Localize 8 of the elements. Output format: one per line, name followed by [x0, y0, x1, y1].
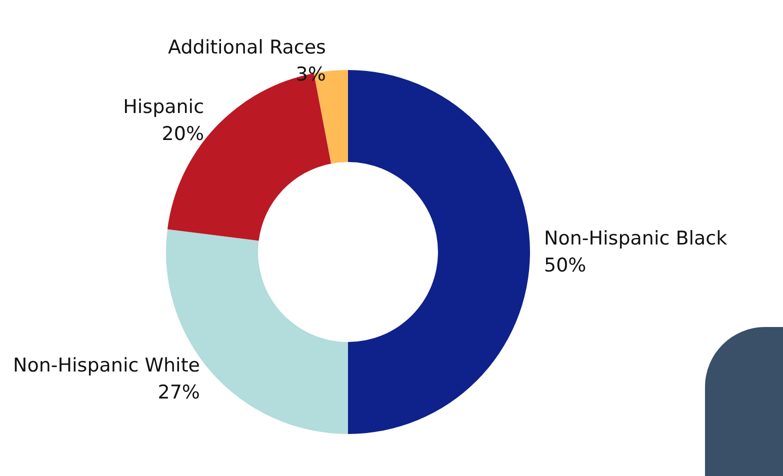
slice-label: Additional Races [168, 36, 326, 58]
slice-label: Non-Hispanic Black [544, 228, 728, 250]
data-label: 20% [162, 123, 204, 146]
data-label: 27% [158, 381, 200, 404]
slice-label: Non-Hispanic White [13, 354, 200, 376]
data-label: 3% [296, 63, 326, 86]
data-label: 50% [544, 254, 586, 276]
slice-label: Hispanic [123, 96, 204, 118]
